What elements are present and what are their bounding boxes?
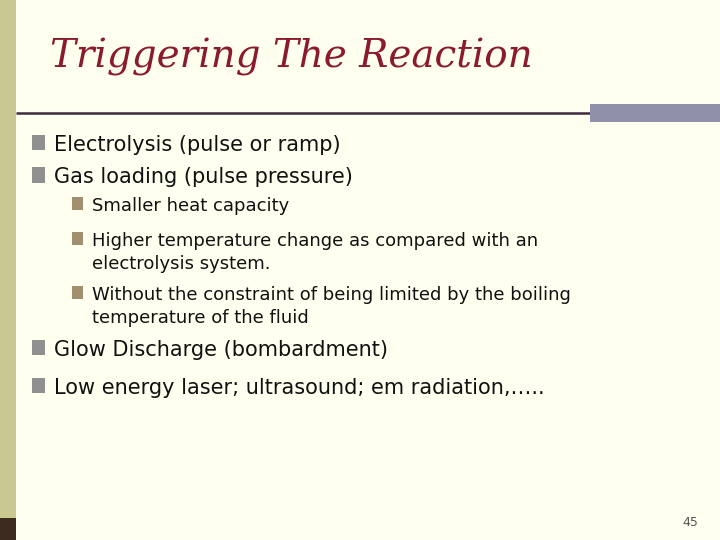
Bar <box>0 0 16 540</box>
Text: Electrolysis (pulse or ramp): Electrolysis (pulse or ramp) <box>54 135 341 155</box>
Bar <box>32 378 45 393</box>
Text: Glow Discharge (bombardment): Glow Discharge (bombardment) <box>54 340 388 360</box>
Bar <box>590 104 720 122</box>
Bar <box>72 232 83 245</box>
Text: Low energy laser; ultrasound; em radiation,…..: Low energy laser; ultrasound; em radiati… <box>54 378 544 398</box>
Text: Higher temperature change as compared with an
electrolysis system.: Higher temperature change as compared wi… <box>92 232 539 273</box>
Text: 45: 45 <box>683 516 698 529</box>
Bar <box>0 518 16 540</box>
Bar <box>72 197 83 210</box>
Text: Gas loading (pulse pressure): Gas loading (pulse pressure) <box>54 167 353 187</box>
Bar <box>32 167 45 183</box>
Text: Without the constraint of being limited by the boiling
temperature of the fluid: Without the constraint of being limited … <box>92 286 571 327</box>
Bar <box>32 340 45 355</box>
Text: Triggering The Reaction: Triggering The Reaction <box>50 38 533 76</box>
Bar <box>72 286 83 299</box>
Text: Smaller heat capacity: Smaller heat capacity <box>92 197 289 215</box>
Bar <box>32 135 45 150</box>
